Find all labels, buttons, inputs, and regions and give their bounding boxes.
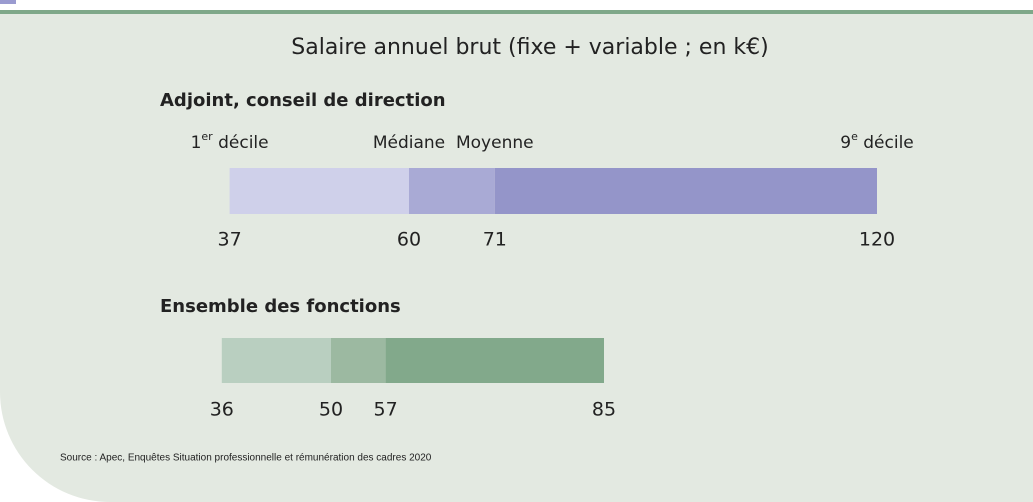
bar-segment xyxy=(494,168,877,214)
label-part: 9 xyxy=(840,133,851,153)
bar-segment xyxy=(229,168,409,214)
bar-segment xyxy=(331,338,386,383)
label-part: décile xyxy=(858,133,914,153)
source: Source : Apec, Enquêtes Situation profes… xyxy=(60,453,432,464)
value-label: 57 xyxy=(374,399,398,421)
value-label: 60 xyxy=(397,229,421,251)
label-part: Médiane xyxy=(373,133,445,153)
top-rule xyxy=(0,10,1033,14)
chart-title: Salaire annuel brut (fixe + variable ; e… xyxy=(291,35,768,60)
column-label: Moyenne xyxy=(456,133,534,153)
value-label: 71 xyxy=(483,229,507,251)
corner-marker xyxy=(0,0,16,4)
label-part: Moyenne xyxy=(456,133,534,153)
label-part: décile xyxy=(213,133,269,153)
value-label: 120 xyxy=(859,229,895,251)
group-name: Adjoint, conseil de direction xyxy=(160,90,446,111)
value-label: 36 xyxy=(210,399,234,421)
bar-segment xyxy=(221,338,331,383)
value-label: 85 xyxy=(592,399,616,421)
panel xyxy=(0,14,1033,502)
value-label: 50 xyxy=(319,399,343,421)
value-label: 37 xyxy=(218,229,242,251)
group-name: Ensemble des fonctions xyxy=(160,296,401,317)
label-part: er xyxy=(201,130,213,143)
column-label: 1er décile xyxy=(191,130,269,153)
column-label: 9e décile xyxy=(840,130,914,153)
column-label: Médiane xyxy=(373,133,445,153)
label-part: e xyxy=(851,130,858,143)
bar-segment xyxy=(409,168,495,214)
bar-segment xyxy=(385,338,604,383)
label-part: 1 xyxy=(191,133,202,153)
